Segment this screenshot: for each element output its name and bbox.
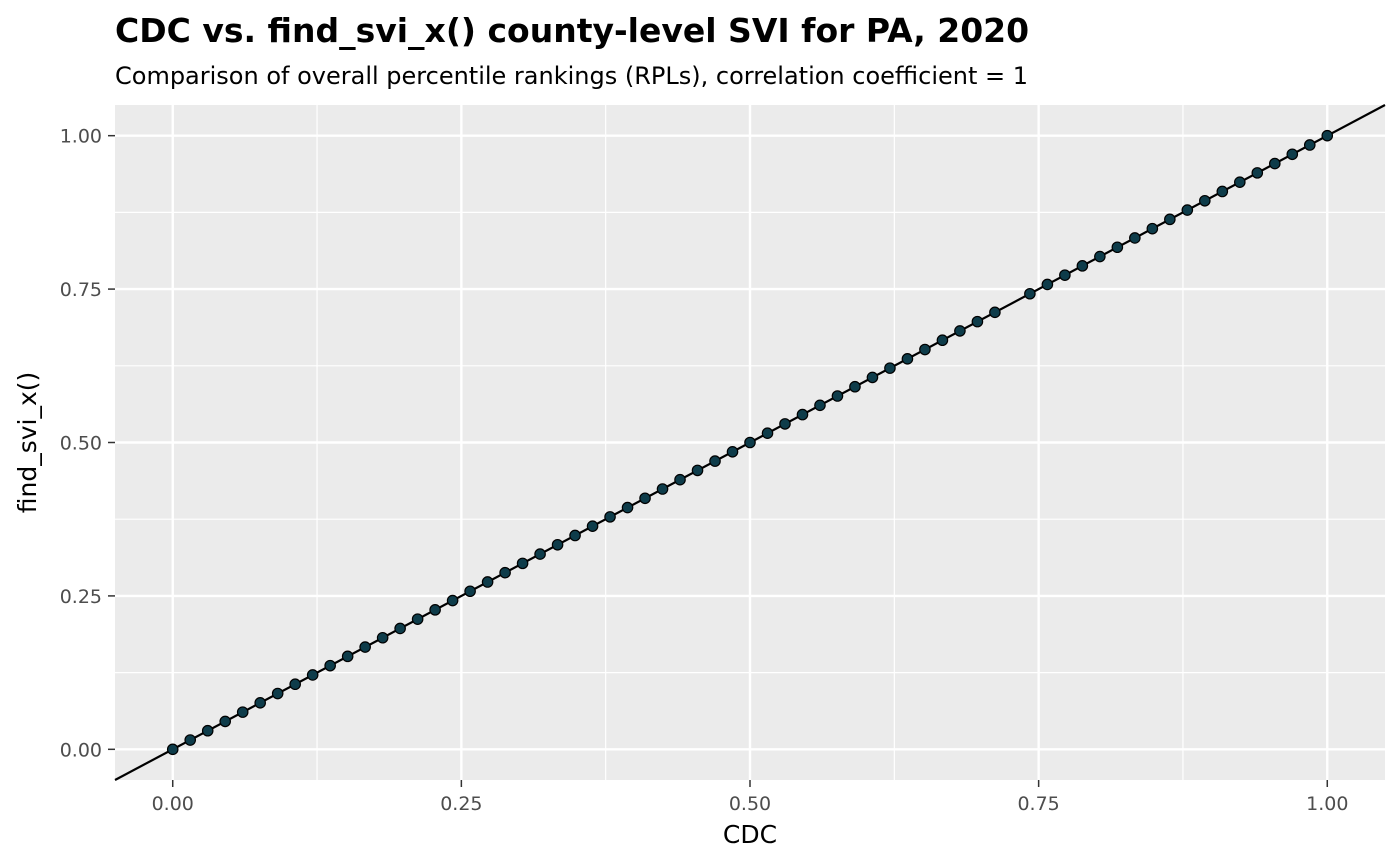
x-tick-label: 0.50 [729, 793, 771, 815]
y-tick-label: 0.00 [60, 739, 102, 761]
data-point [516, 557, 529, 570]
data-point [796, 408, 809, 421]
data-point [604, 511, 616, 523]
data-point [1111, 241, 1124, 254]
data-point [586, 520, 599, 532]
data-point [1146, 222, 1159, 235]
data-point [376, 631, 389, 644]
data-point [341, 650, 354, 663]
data-point [551, 538, 564, 551]
data-point [201, 724, 214, 737]
x-axis-title: CDC [723, 820, 777, 849]
data-point [184, 734, 197, 746]
data-point [166, 743, 179, 756]
data-point [534, 548, 546, 560]
data-point [254, 697, 266, 709]
data-point [306, 669, 319, 681]
data-point [866, 371, 879, 384]
data-point [849, 380, 861, 393]
data-point [709, 455, 721, 467]
data-point [219, 715, 232, 728]
data-point [936, 334, 949, 347]
data-point [1164, 213, 1176, 226]
x-tick-label: 0.25 [440, 793, 482, 815]
y-tick-label: 0.25 [60, 586, 102, 608]
data-point [1251, 167, 1264, 179]
data-point [831, 390, 844, 402]
data-point [1076, 260, 1089, 272]
data-point [1059, 269, 1071, 281]
data-point [1303, 139, 1316, 151]
data-point [271, 687, 284, 700]
data-point [569, 529, 581, 542]
data-point [656, 483, 669, 495]
data-point [726, 445, 739, 458]
data-point [394, 622, 406, 635]
data-point [971, 315, 984, 328]
y-tick-label: 1.00 [60, 126, 102, 148]
x-tick-label: 1.00 [1306, 793, 1348, 815]
data-point [1199, 194, 1211, 207]
data-point [691, 464, 704, 477]
data-point [1286, 148, 1299, 161]
data-point [779, 418, 791, 430]
y-axis-title: find_svi_x() [13, 372, 42, 514]
data-point [1321, 129, 1334, 142]
data-point [1024, 287, 1036, 300]
x-axis-ticks: 0.00 0.25 0.50 0.75 1.00 [152, 780, 1348, 815]
data-point [499, 566, 511, 579]
data-point [639, 492, 651, 505]
data-points [166, 129, 1334, 756]
data-point [989, 306, 1001, 319]
data-point [1041, 278, 1054, 291]
data-point [429, 604, 441, 616]
chart-title: CDC vs. find_svi_x() county-level SVI fo… [115, 11, 1029, 50]
data-point [1181, 204, 1194, 216]
data-point [814, 399, 826, 412]
data-point [761, 427, 774, 440]
data-point [884, 362, 896, 374]
data-point [359, 641, 371, 653]
data-point [901, 353, 914, 365]
data-point [954, 325, 966, 337]
data-point [674, 473, 686, 486]
data-point [1268, 157, 1281, 170]
y-axis-ticks: 0.00 0.25 0.50 0.75 1.00 [60, 126, 115, 761]
data-point [464, 585, 476, 598]
data-point [446, 594, 459, 607]
data-point [744, 436, 756, 449]
y-tick-label: 0.50 [60, 433, 102, 455]
x-tick-label: 0.00 [152, 793, 194, 815]
y-tick-label: 0.75 [60, 279, 102, 301]
data-point [324, 659, 336, 672]
data-point [289, 678, 301, 691]
chart-subtitle: Comparison of overall percentile ranking… [115, 62, 1028, 90]
data-point [411, 613, 424, 625]
data-point [1234, 176, 1246, 188]
data-point [919, 343, 931, 356]
x-tick-label: 0.75 [1017, 793, 1059, 815]
data-point [621, 501, 634, 514]
data-point [481, 576, 494, 588]
data-point [1216, 185, 1229, 198]
data-point [1129, 232, 1141, 244]
data-point [1094, 250, 1106, 263]
data-point [236, 706, 249, 718]
